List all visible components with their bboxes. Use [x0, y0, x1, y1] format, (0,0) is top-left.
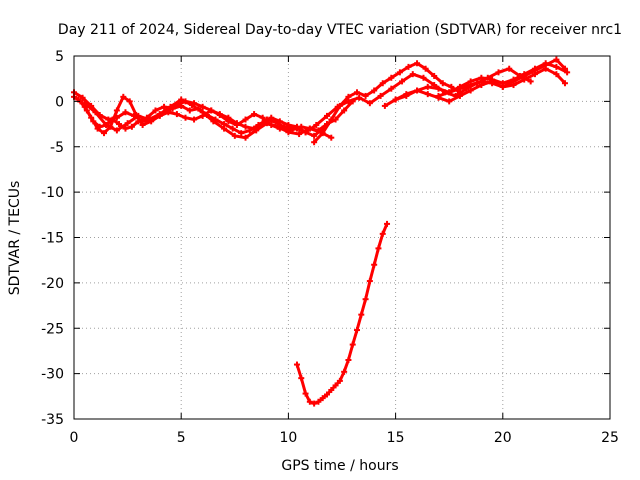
x-axis-label: GPS time / hours	[281, 458, 398, 474]
x-tick-label: 25	[601, 430, 619, 446]
x-tick-label: 10	[279, 430, 297, 446]
y-axis-label: SDTVAR / TECUs	[7, 181, 23, 296]
y-tick-label: -20	[41, 276, 64, 292]
y-tick-label: -35	[41, 412, 64, 428]
data-series-layer	[71, 56, 571, 407]
y-tick-labels: 5 0 -5 -10 -15 -20 -25 -30 -35	[41, 49, 64, 428]
x-tick-label: 20	[494, 430, 512, 446]
y-tick-label: -30	[41, 367, 64, 383]
series-line	[304, 67, 533, 134]
x-tick-labels: 0 5 10 15 20 25	[70, 430, 619, 446]
y-tick-label: -5	[50, 140, 64, 156]
y-tick-label: 0	[55, 94, 64, 110]
y-tick-label: 5	[55, 49, 64, 65]
chart-title: Day 211 of 2024, Sidereal Day-to-day VTE…	[58, 22, 622, 38]
x-tick-label: 5	[177, 430, 186, 446]
series-sat-track-i	[435, 56, 568, 99]
series-sat-track-j	[293, 220, 391, 407]
y-tick-label: -15	[41, 231, 64, 247]
y-tick-label: -10	[41, 185, 64, 201]
series-sat-track-h	[392, 65, 568, 105]
tick-marks	[73, 55, 611, 420]
y-tick-label: -25	[41, 321, 64, 337]
x-tick-label: 15	[387, 430, 405, 446]
x-tick-label: 0	[70, 430, 79, 446]
series-sat-track-d	[81, 96, 335, 141]
